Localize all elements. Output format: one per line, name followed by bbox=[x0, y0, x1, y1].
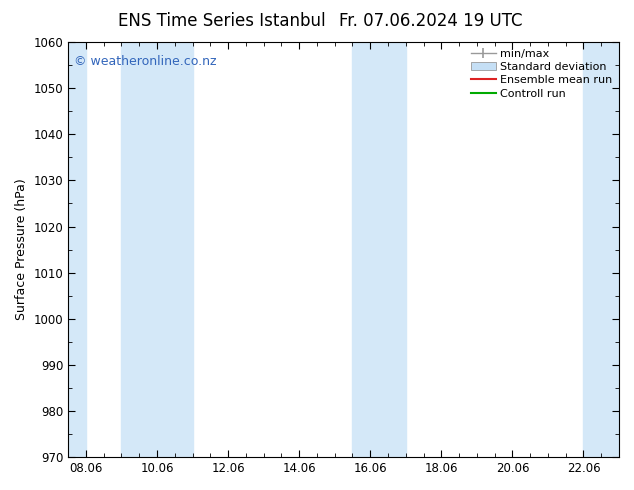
Bar bbox=[139, 42, 193, 457]
Bar bbox=[370, 42, 406, 457]
Text: © weatheronline.co.nz: © weatheronline.co.nz bbox=[74, 54, 216, 68]
Text: ENS Time Series Istanbul: ENS Time Series Istanbul bbox=[118, 12, 326, 30]
Text: Fr. 07.06.2024 19 UTC: Fr. 07.06.2024 19 UTC bbox=[339, 12, 523, 30]
Bar bbox=[583, 42, 619, 457]
Bar bbox=[122, 42, 139, 457]
Y-axis label: Surface Pressure (hPa): Surface Pressure (hPa) bbox=[15, 179, 28, 320]
Bar bbox=[353, 42, 370, 457]
Legend: min/max, Standard deviation, Ensemble mean run, Controll run: min/max, Standard deviation, Ensemble me… bbox=[467, 44, 617, 103]
Bar bbox=[68, 42, 86, 457]
